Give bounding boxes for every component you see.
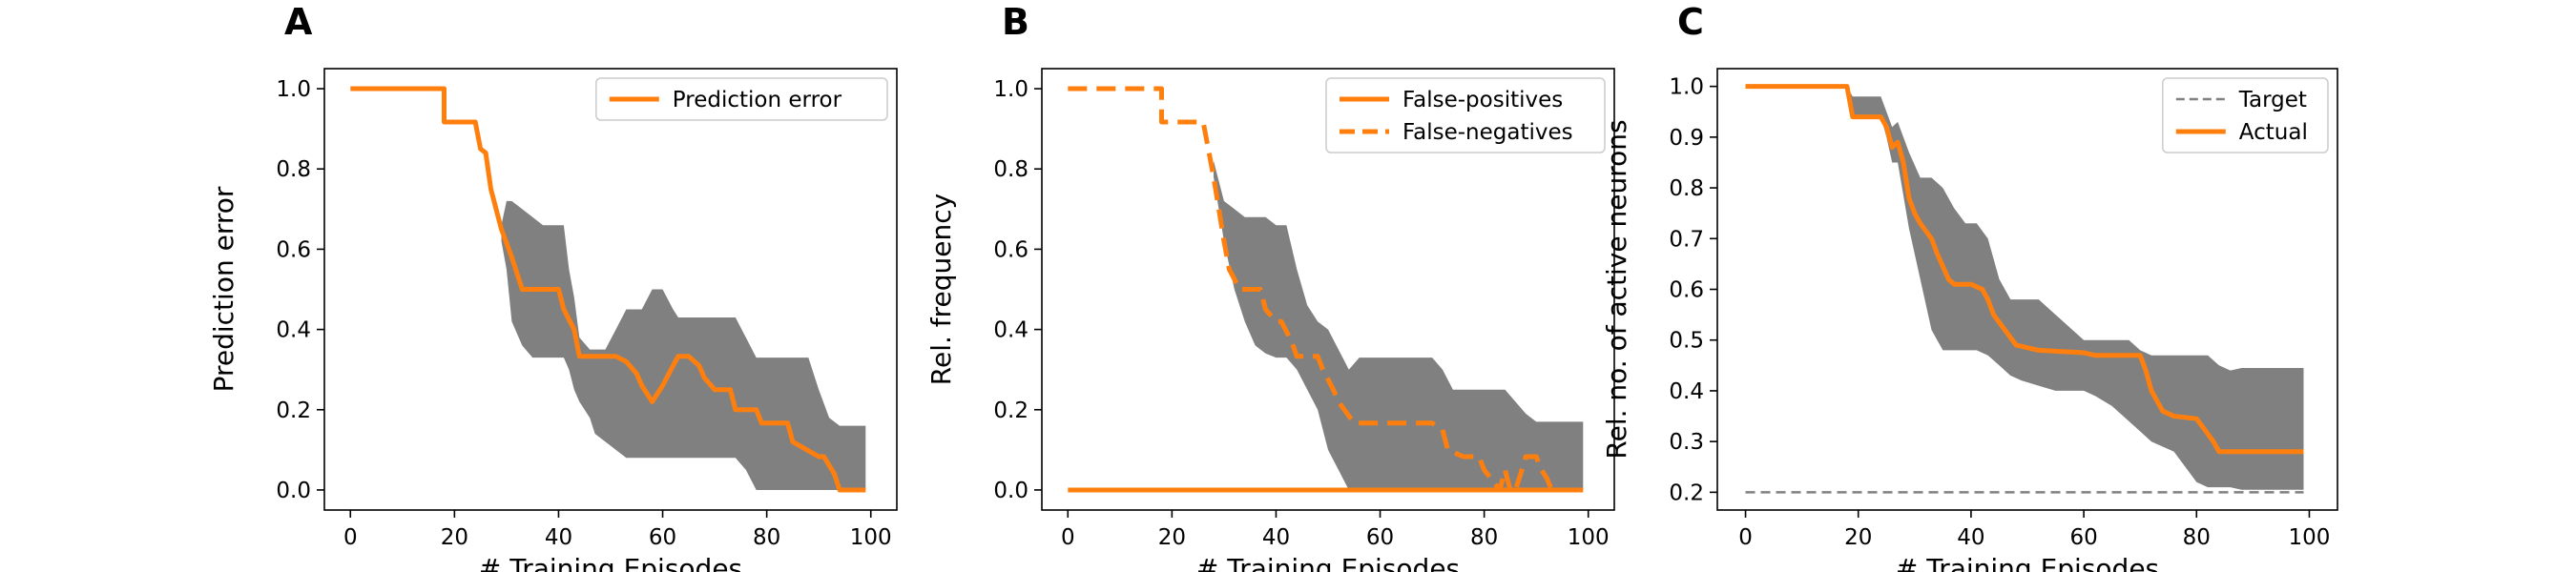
uncertainty-band — [501, 200, 866, 490]
x-tick-label: 100 — [850, 525, 892, 550]
legend-box — [595, 77, 888, 121]
y-tick-label: 1.0 — [1669, 75, 1704, 100]
series-line-1 — [350, 86, 866, 493]
x-tick-label: 40 — [1957, 525, 1984, 550]
y-tick-label: 0.3 — [1669, 430, 1704, 455]
y-tick-label: 1.0 — [993, 77, 1028, 102]
series-line-2 — [1745, 84, 2304, 455]
panel-b: B 0 20 40 60 80 100 0.0 0.2 0.4 0.6 0.8 1.0 # Trainin… — [925, 1, 1615, 572]
panel-c: C 0 20 40 60 80 100 0.2 0.3 0.4 0.5 0.6 0.7 0.8 0.9 1.0… — [1601, 1, 2338, 572]
y-tick-label: 0.0 — [993, 479, 1028, 503]
y-axis-label: Rel. no. of active neurons — [1601, 119, 1632, 459]
x-axis-label: # Training Episodes — [1196, 553, 1460, 572]
y-tick-label: 0.5 — [1669, 329, 1704, 354]
x-tick-label: 80 — [1470, 525, 1498, 550]
y-tick-label: 0.4 — [993, 318, 1028, 343]
y-tick-label: 0.6 — [993, 237, 1028, 262]
x-tick-label: 80 — [753, 525, 780, 550]
x-tick-label: 0 — [1738, 525, 1753, 550]
x-tick-label: 20 — [1844, 525, 1872, 550]
x-tick-label: 60 — [2069, 525, 2097, 550]
legend-box — [1325, 77, 1606, 153]
plot-frame — [1041, 68, 1615, 511]
y-axis-label: Prediction error — [208, 186, 239, 392]
x-tick-label: 80 — [2183, 525, 2211, 550]
x-axis-label: # Training Episodes — [479, 553, 742, 572]
panel-a: A 0 20 40 60 80 100 0.0 0.2 0.4 0.6 0.8 1.0 # Trainin… — [208, 1, 898, 572]
legend-label: Target — [2238, 88, 2307, 112]
y-tick-label: 0.0 — [276, 479, 311, 503]
legend-label: Prediction error — [673, 88, 842, 112]
uncertainty-band — [1214, 160, 1584, 491]
x-tick-label: 0 — [1061, 525, 1075, 550]
panel-label: A — [284, 1, 313, 43]
y-tick-label: 0.2 — [1669, 480, 1704, 505]
x-axis-label: # Training Episodes — [1896, 553, 2159, 572]
x-tick-label: 20 — [441, 525, 468, 550]
y-tick-label: 0.7 — [1669, 227, 1704, 252]
y-tick-label: 0.4 — [276, 318, 311, 343]
x-tick-label: 40 — [1262, 525, 1290, 550]
y-tick-label: 0.8 — [993, 157, 1028, 182]
panel-label: C — [1677, 1, 1704, 43]
x-tick-label: 0 — [343, 525, 358, 550]
legend-label: False-positives — [1402, 88, 1563, 112]
y-axis-label: Rel. frequency — [925, 194, 957, 385]
y-tick-label: 0.9 — [1669, 126, 1704, 151]
x-tick-label: 100 — [2289, 525, 2331, 550]
legend-label: Actual — [2239, 120, 2308, 145]
y-tick-label: 0.2 — [276, 398, 311, 423]
y-tick-label: 0.6 — [1669, 278, 1704, 303]
uncertainty-band — [1846, 86, 2304, 490]
y-tick-label: 0.6 — [276, 237, 311, 262]
y-tick-label: 0.8 — [1669, 176, 1704, 201]
y-tick-label: 0.2 — [993, 398, 1028, 423]
x-tick-label: 20 — [1158, 525, 1186, 550]
x-tick-label: 60 — [649, 525, 676, 550]
y-tick-label: 1.0 — [276, 77, 311, 102]
x-tick-label: 40 — [545, 525, 572, 550]
x-tick-label: 60 — [1366, 525, 1394, 550]
series-line-2 — [1068, 86, 1554, 493]
y-tick-label: 0.4 — [1669, 379, 1704, 404]
panel-label: B — [1002, 1, 1029, 43]
y-tick-label: 0.8 — [276, 157, 311, 182]
plot-frame — [323, 68, 898, 511]
x-tick-label: 100 — [1568, 525, 1610, 550]
legend-label: False-negatives — [1402, 120, 1573, 145]
